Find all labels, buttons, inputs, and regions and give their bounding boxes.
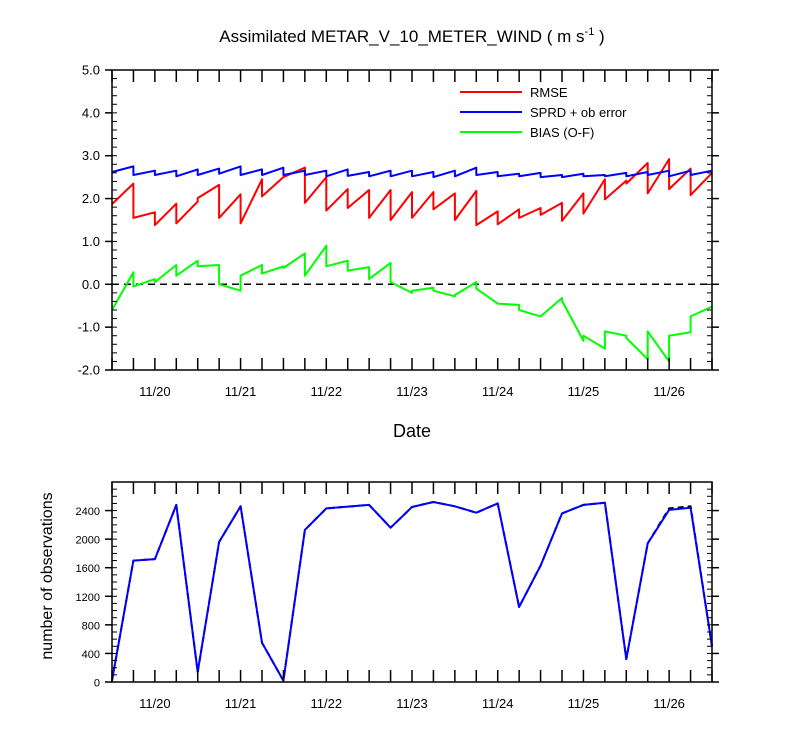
x-tick-label: 11/22 xyxy=(310,384,342,399)
y-tick-label: 0 xyxy=(94,678,100,690)
x-tick-label: 11/20 xyxy=(139,696,171,711)
x-tick-label: 11/24 xyxy=(482,696,514,711)
bottom-axis-ticks: 11/20 11/21 11/22 11/23 11/24 11/25 11/26 0 400 8… xyxy=(76,481,719,711)
y-tick-label: 2.0 xyxy=(82,191,100,206)
series-line-assimilated xyxy=(111,501,713,682)
y-tick-label: 2400 xyxy=(76,506,100,518)
top-axis-ticks: 11/20 11/21 11/22 11/23 11/24 11/25 11/26 5.0 4.… xyxy=(78,63,719,399)
legend-label-rmse: RMSE xyxy=(530,85,568,100)
y-axis-label-observations: number of observations xyxy=(39,492,56,659)
legend-label-sprd-ob-error: SPRD + ob error xyxy=(530,105,627,120)
y-tick-label: 2000 xyxy=(76,535,100,547)
chart-title: Assimilated METAR_V_10_METER_WIND ( m s-… xyxy=(219,26,604,46)
x-tick-label: 11/21 xyxy=(225,696,257,711)
series-line-possible xyxy=(111,501,713,682)
legend: RMSE SPRD + ob error BIAS (O-F) xyxy=(460,85,627,140)
y-tick-label: 400 xyxy=(82,649,100,661)
x-tick-label: 11/26 xyxy=(653,384,685,399)
x-tick-label: 11/20 xyxy=(139,384,171,399)
series-line-sprd-ob-error xyxy=(111,165,713,179)
x-tick-label: 11/23 xyxy=(396,384,428,399)
top-series-group xyxy=(111,158,713,363)
y-tick-label: 4.0 xyxy=(82,105,100,120)
x-tick-label: 11/23 xyxy=(396,696,428,711)
bottom-series-group xyxy=(111,501,713,682)
y-tick-label: 0.0 xyxy=(82,277,100,292)
y-tick-label: 800 xyxy=(82,620,100,632)
x-tick-label: 11/25 xyxy=(568,696,600,711)
x-tick-label: 11/26 xyxy=(653,696,685,711)
x-tick-label: 11/25 xyxy=(568,384,600,399)
y-tick-label: 3.0 xyxy=(82,148,100,163)
y-tick-label: 1600 xyxy=(76,563,100,575)
x-axis-label: Date xyxy=(393,421,431,441)
y-tick-label: 5.0 xyxy=(82,63,100,78)
y-tick-label: -1.0 xyxy=(78,320,100,335)
y-tick-label: 1.0 xyxy=(82,234,100,249)
series-line-bias-o-f xyxy=(111,244,713,363)
y-tick-label: -2.0 xyxy=(78,363,100,378)
x-tick-label: 11/24 xyxy=(482,384,514,399)
legend-label-bias-o-f: BIAS (O-F) xyxy=(530,125,594,140)
series-line-rmse xyxy=(111,158,713,227)
x-tick-label: 11/22 xyxy=(310,696,342,711)
x-tick-label: 11/21 xyxy=(225,384,257,399)
y-tick-label: 1200 xyxy=(76,592,100,604)
